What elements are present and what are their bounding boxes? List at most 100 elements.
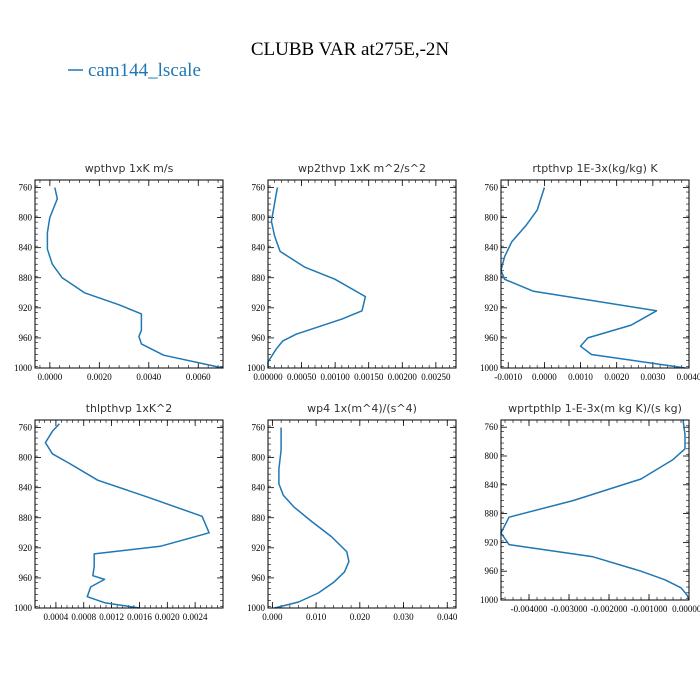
y-tick-label: 960 (252, 573, 266, 583)
legend-label: cam144_lscale (88, 60, 201, 81)
y-tick-label: 920 (485, 537, 499, 547)
y-tick-label: 800 (485, 213, 499, 223)
x-tick-label: -0.002000 (591, 604, 628, 614)
series-line (500, 419, 690, 601)
y-tick-label: 1000 (14, 363, 33, 373)
y-tick-label: 920 (252, 543, 266, 553)
y-tick-label: 1000 (480, 363, 499, 373)
x-tick-label: 0.000 (262, 612, 283, 622)
panel-1: wpthvp 1xK m/s 0.0000 0.0020 0.0040 0.0060 76… (14, 162, 224, 382)
y-tick-label: 960 (485, 333, 499, 343)
x-tick-label: 0.00000 (253, 372, 283, 382)
y-tick-label: 760 (485, 183, 499, 193)
x-tick-label: 0.0008 (71, 612, 96, 622)
panel-3: rtpthvp 1E-3x(kg/kg) K -0.0010 0.0000 0.001… (480, 162, 700, 382)
plot-frame (267, 179, 457, 369)
x-tick-label: 0.0024 (183, 612, 208, 622)
y-tick-label: 840 (485, 480, 499, 490)
panel-6: wprtpthlp 1-E-3x(m kg K)/(s kg) -0.004000… (480, 402, 700, 614)
panel-title: wprtpthlp 1-E-3x(m kg K)/(s kg) (508, 402, 682, 415)
y-tick-label: 800 (252, 213, 266, 223)
y-tick-label: 1000 (14, 603, 33, 613)
series-line (44, 423, 210, 609)
y-tick-label: 760 (252, 423, 266, 433)
y-tick-label: 1000 (480, 595, 499, 605)
x-tick-label: -0.001000 (631, 604, 668, 614)
x-tick-label: 0.00050 (287, 372, 317, 382)
x-tick-label: 0.00200 (388, 372, 418, 382)
x-tick-label: 0.030 (393, 612, 414, 622)
panel-title: rtpthvp 1E-3x(kg/kg) K (532, 162, 658, 175)
figure-title: CLUBB VAR at275E,-2N (251, 39, 450, 60)
y-tick-label: 880 (19, 513, 33, 523)
y-tick-label: 960 (252, 333, 266, 343)
y-tick-label: 880 (485, 273, 499, 283)
legend: cam144_lscale (68, 60, 201, 81)
y-tick-label: 840 (19, 243, 33, 253)
x-tick-label: 0.020 (350, 612, 371, 622)
series-line (46, 187, 224, 369)
x-tick-label: 0.0040 (136, 372, 161, 382)
x-tick-label: 0.010 (306, 612, 327, 622)
y-tick-label: 1000 (247, 603, 266, 613)
x-tick-label: 0.0020 (155, 612, 180, 622)
x-tick-label: 0.0040 (677, 372, 700, 382)
x-tick-label: 0.0020 (87, 372, 112, 382)
x-tick-label: -0.0010 (494, 372, 522, 382)
x-tick-label: 0.00150 (354, 372, 384, 382)
plot-frame (34, 419, 224, 609)
y-tick-label: 880 (485, 509, 499, 519)
y-tick-label: 840 (19, 483, 33, 493)
plot-frame (500, 179, 690, 369)
y-tick-label: 800 (252, 453, 266, 463)
x-tick-label: 0.0004 (44, 612, 69, 622)
series-line (500, 187, 686, 369)
x-tick-label: 0.040 (437, 612, 458, 622)
plot-frame (34, 179, 224, 369)
panel-4: thlpthvp 1xK^20.0004 0.0008 0.0012 0.0016 0.… (14, 402, 224, 622)
panels: wpthvp 1xK m/s 0.0000 0.0020 0.0040 0.0060 76… (14, 162, 700, 622)
x-tick-label: 0.00100 (321, 372, 351, 382)
x-tick-label: 0.0000 (37, 372, 62, 382)
y-tick-label: 800 (485, 451, 499, 461)
x-tick-label: 0.00250 (421, 372, 451, 382)
panel-title: wpthvp 1xK m/s (85, 162, 174, 175)
panel-title: thlpthvp 1xK^2 (86, 402, 173, 415)
y-tick-label: 880 (252, 273, 266, 283)
panel-title: wp4 1x(m^4)/(s^4) (307, 402, 417, 415)
x-tick-label: -0.003000 (551, 604, 588, 614)
x-tick-label: 0.0030 (640, 372, 665, 382)
y-tick-label: 840 (252, 243, 266, 253)
y-tick-label: 920 (19, 303, 33, 313)
series-line (267, 187, 367, 368)
y-tick-label: 960 (485, 566, 499, 576)
y-tick-label: 760 (485, 422, 499, 432)
x-tick-label: 0.0012 (99, 612, 124, 622)
y-tick-label: 760 (252, 183, 266, 193)
y-tick-label: 960 (19, 573, 33, 583)
x-tick-label: 0.0020 (604, 372, 629, 382)
y-tick-label: 800 (19, 213, 33, 223)
y-tick-label: 880 (19, 273, 33, 283)
y-tick-label: 1000 (247, 363, 266, 373)
y-tick-label: 800 (19, 453, 33, 463)
y-tick-label: 880 (252, 513, 266, 523)
y-tick-label: 960 (19, 333, 33, 343)
y-tick-label: 920 (485, 303, 499, 313)
y-tick-label: 920 (252, 303, 266, 313)
y-tick-label: 840 (485, 243, 499, 253)
x-tick-label: 0.0010 (568, 372, 593, 382)
plot-frame (267, 419, 457, 609)
panel-5: wp4 1x(m^4)/(s^4) 0.000 0.010 0.020 0.030 0.0… (247, 402, 458, 622)
y-tick-label: 760 (19, 183, 33, 193)
x-tick-label: 0.0000 (532, 372, 557, 382)
x-tick-label: 0.0016 (127, 612, 152, 622)
y-tick-label: 840 (252, 483, 266, 493)
plot-frame (500, 419, 690, 601)
panel-2: wp2thvp 1xK m^2/s^2 0.00000 0.00050 0.00100… (247, 162, 457, 382)
x-tick-label: -0.004000 (511, 604, 548, 614)
x-tick-label: 0.0060 (186, 372, 211, 382)
panel-title: wp2thvp 1xK m^2/s^2 (298, 162, 426, 175)
